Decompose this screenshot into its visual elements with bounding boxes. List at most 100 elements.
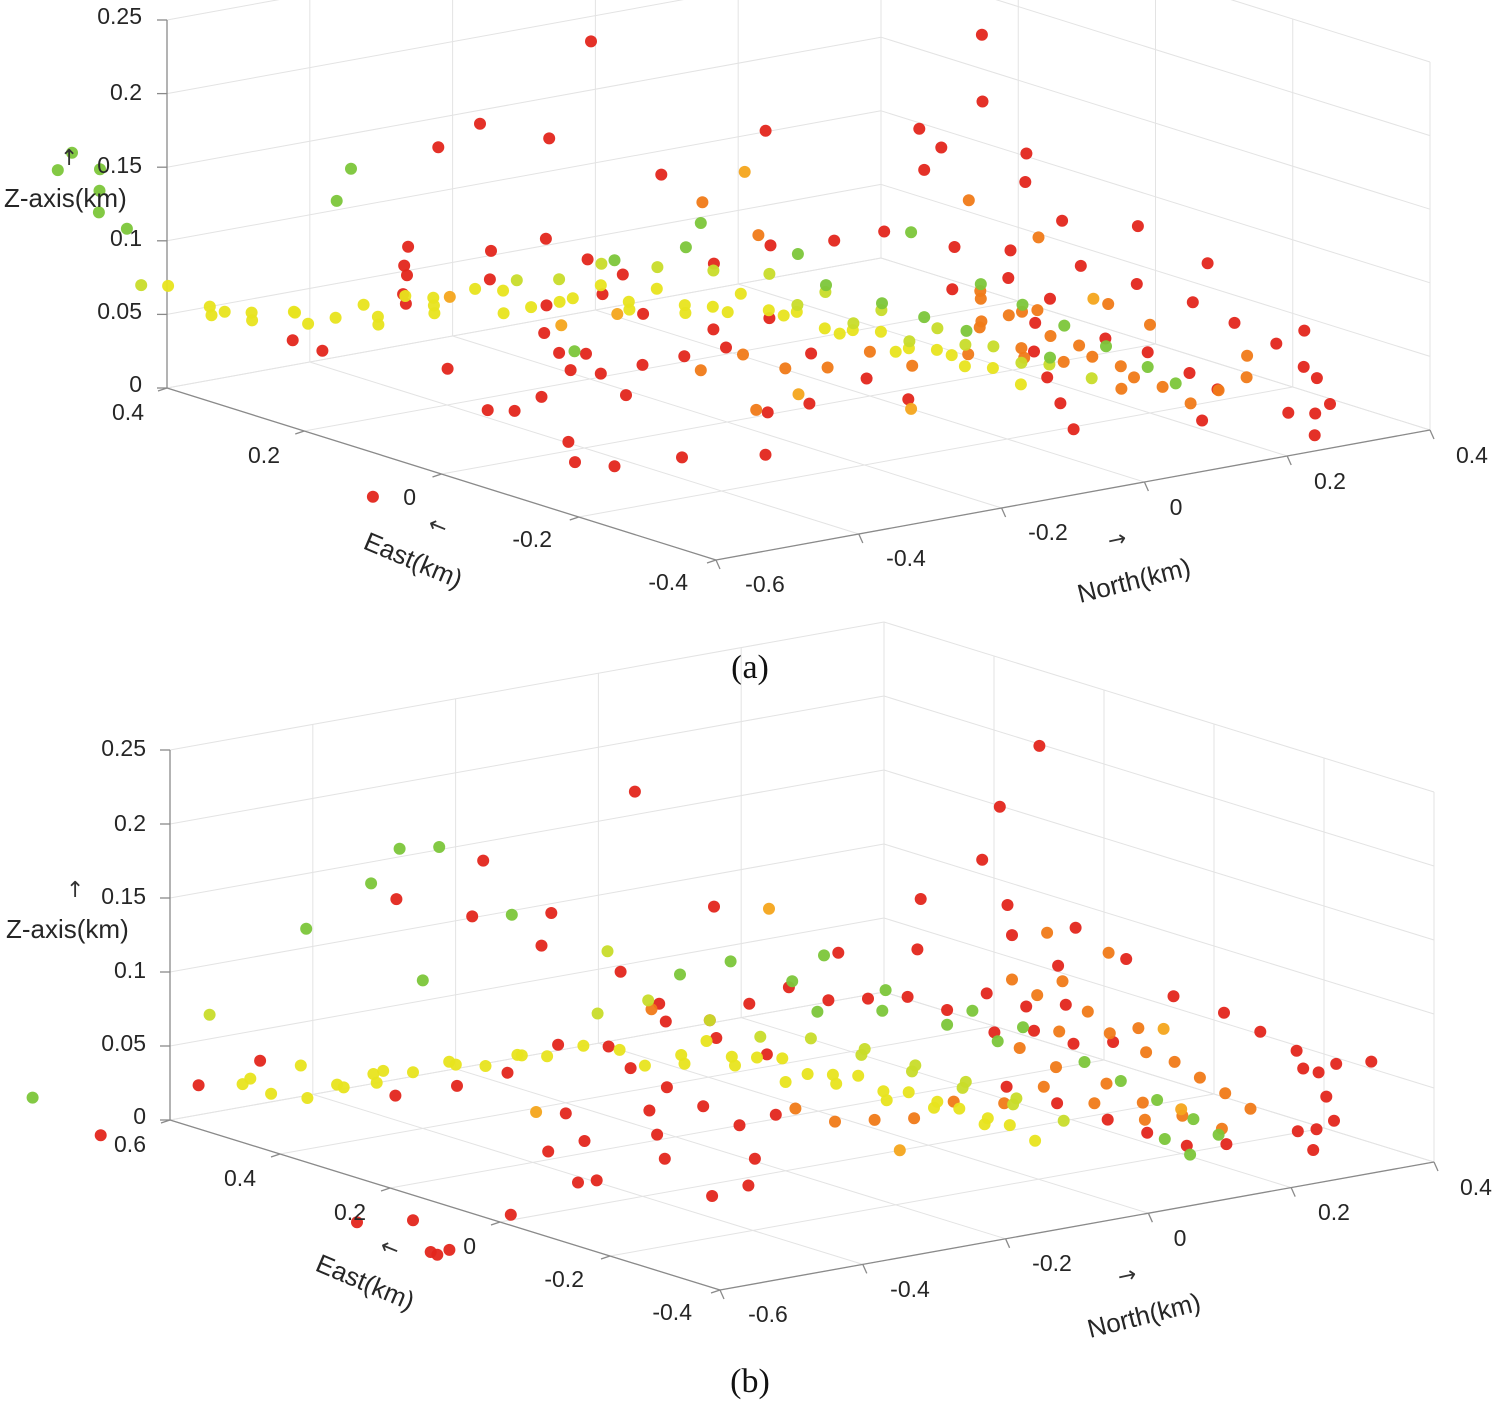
data-point: [628, 785, 641, 798]
series-yellow: [162, 279, 1027, 391]
data-point: [553, 346, 566, 359]
data-point: [975, 28, 988, 41]
data-point: [763, 267, 776, 280]
data-point: [595, 257, 608, 270]
data-point: [541, 1050, 554, 1063]
data-point: [1088, 1097, 1101, 1110]
data-point: [1308, 429, 1321, 442]
data-point: [876, 1004, 889, 1017]
data-point: [451, 1079, 463, 1092]
grid-line: [169, 621, 885, 751]
data-point: [594, 367, 607, 380]
data-point: [980, 987, 993, 1000]
data-point: [659, 1015, 672, 1028]
data-point: [357, 298, 370, 311]
data-point: [905, 402, 918, 415]
data-point: [614, 965, 627, 978]
east-tick-label: -0.4: [648, 569, 688, 595]
data-point: [1028, 1024, 1040, 1037]
data-point: [847, 317, 860, 330]
data-point: [779, 362, 792, 375]
data-point: [694, 364, 707, 377]
east-axis-label: East(km): [360, 526, 467, 594]
data-point: [1000, 1080, 1013, 1093]
data-point: [1041, 926, 1054, 939]
data-point: [651, 261, 664, 274]
data-point: [959, 1075, 972, 1088]
data-point: [833, 327, 846, 340]
east-tick-mark: [600, 1255, 611, 1260]
data-point: [510, 274, 523, 287]
data-point: [791, 248, 804, 260]
data-point: [679, 307, 692, 319]
grid-line: [880, 36, 1431, 210]
data-point: [776, 1052, 789, 1065]
north-tick-label: 0: [1174, 1225, 1187, 1251]
data-point: [1016, 298, 1029, 311]
data-point: [830, 1077, 843, 1090]
grid-line: [880, 257, 1431, 431]
data-point: [1074, 259, 1087, 272]
data-point: [542, 1145, 555, 1158]
data-point: [1006, 973, 1018, 986]
data-point: [962, 348, 975, 361]
data-point: [862, 992, 874, 1005]
north-tick-label: 0.2: [1314, 468, 1346, 494]
data-point: [479, 1060, 492, 1072]
grid-line: [1230, 0, 1431, 63]
east-axis-line: [169, 1119, 721, 1291]
data-point: [1100, 340, 1112, 353]
panel-caption: (b): [730, 1363, 770, 1400]
axis-layer: [160, 749, 1439, 1300]
grid-line: [279, 1025, 995, 1155]
z-axis-label: Z-axis(km): [4, 183, 127, 213]
north-tick-label: 0.4: [1456, 442, 1488, 468]
data-point: [401, 269, 413, 282]
data-point: [301, 1092, 314, 1104]
z-tick-label: 0.1: [110, 225, 142, 251]
data-point: [433, 841, 446, 853]
data-point: [991, 1035, 1004, 1048]
points-layer: [51, 28, 1336, 503]
data-point: [1297, 360, 1310, 373]
data-point: [286, 334, 299, 347]
grid-line: [166, 110, 882, 242]
data-point: [874, 325, 887, 338]
data-point: [1141, 361, 1154, 373]
data-point: [1073, 339, 1086, 352]
data-point: [568, 345, 581, 358]
east-tick-label: 0.2: [248, 442, 280, 468]
data-point: [1310, 372, 1323, 385]
data-point: [1131, 220, 1144, 233]
data-point: [1067, 423, 1080, 436]
grid-line: [169, 769, 885, 899]
data-point: [1141, 346, 1154, 359]
data-point: [880, 1094, 893, 1107]
data-point: [930, 343, 943, 356]
north-tick-mark: [1290, 1187, 1296, 1197]
data-point: [624, 1062, 637, 1075]
series-amber: [443, 165, 1100, 415]
east-tick-mark: [569, 516, 579, 521]
data-point: [1320, 1090, 1333, 1103]
data-point: [987, 340, 1000, 353]
data-point: [678, 1057, 691, 1070]
data-point: [407, 1214, 419, 1227]
data-point: [399, 290, 412, 302]
data-point: [1054, 397, 1067, 410]
data-point: [1056, 975, 1069, 988]
data-point: [974, 292, 987, 305]
north-tick-label: 0: [1170, 494, 1183, 520]
z-tick-label: 0.25: [101, 735, 146, 761]
data-point: [655, 168, 668, 181]
data-point: [678, 350, 691, 363]
data-point: [697, 1100, 710, 1113]
data-point: [402, 240, 415, 253]
series-red: [94, 739, 1378, 1261]
data-point: [553, 273, 566, 286]
axis-layer: [157, 19, 1435, 570]
data-point: [1291, 1125, 1304, 1138]
north-tick-mark: [862, 1264, 868, 1274]
data-point: [1282, 406, 1295, 419]
data-point: [1002, 272, 1015, 284]
